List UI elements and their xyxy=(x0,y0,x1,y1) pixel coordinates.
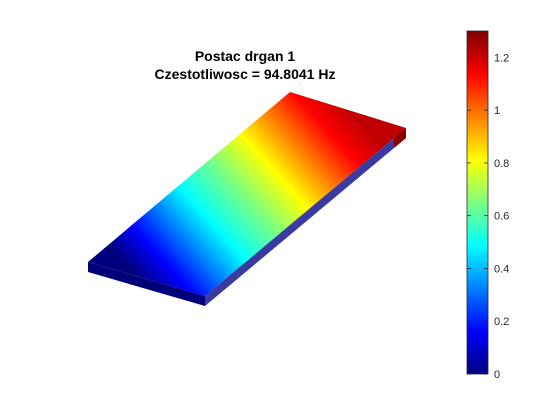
colorbar-tick-label: 0.4 xyxy=(494,263,509,275)
colorbar-tick-label: 0.8 xyxy=(494,158,509,170)
colorbar-tick-label: 1.2 xyxy=(494,52,509,64)
colorbar-fill xyxy=(467,31,488,374)
colorbar: 0 0.2 0.4 0.6 0.8 1 1.2 xyxy=(467,31,509,381)
colorbar-tick-label: 1 xyxy=(494,105,500,117)
colorbar-tick-label: 0.2 xyxy=(494,316,509,328)
colorbar-tick-label: 0 xyxy=(494,369,500,381)
plate-surface xyxy=(88,92,406,306)
colorbar-tick-label: 0.6 xyxy=(494,211,509,223)
